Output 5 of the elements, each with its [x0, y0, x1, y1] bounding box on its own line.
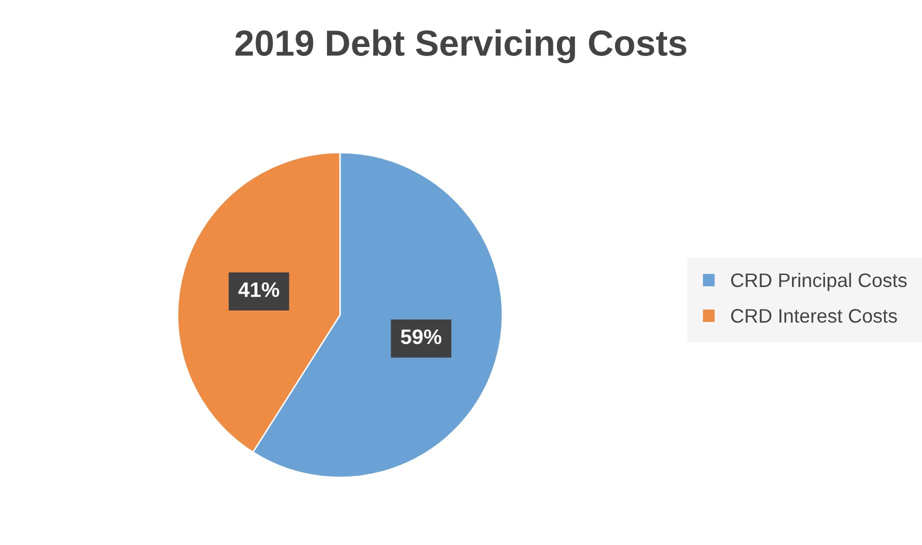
chart-title: 2019 Debt Servicing Costs — [235, 29, 686, 64]
legend-label: CRD Principal Costs — [731, 272, 907, 291]
legend-label: CRD Interest Costs — [731, 309, 897, 323]
data-label: 59% — [400, 329, 442, 344]
data-label: 41% — [238, 282, 280, 297]
